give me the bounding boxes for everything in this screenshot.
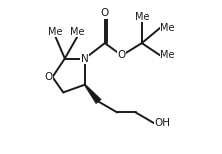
Text: O: O <box>44 72 52 82</box>
Text: Me: Me <box>70 27 84 37</box>
Text: Me: Me <box>160 51 175 60</box>
Text: O: O <box>118 51 126 60</box>
Text: N: N <box>81 54 89 63</box>
Text: Me: Me <box>48 27 63 37</box>
Text: Me: Me <box>160 23 175 33</box>
Text: Me: Me <box>135 12 149 22</box>
Polygon shape <box>84 84 101 104</box>
Text: O: O <box>101 8 109 18</box>
Text: OH: OH <box>154 118 170 128</box>
